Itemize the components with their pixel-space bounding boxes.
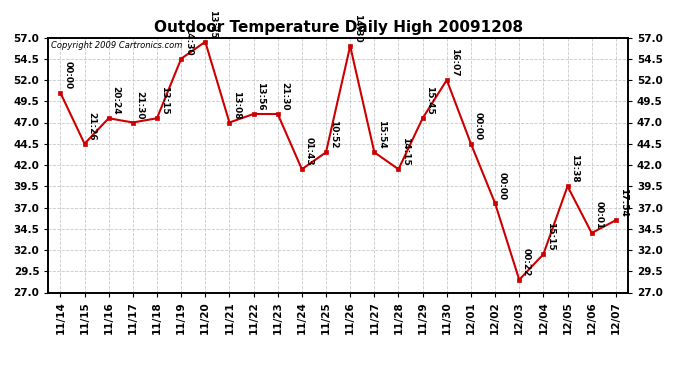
Text: 21:30: 21:30 (281, 82, 290, 111)
Text: 13:25: 13:25 (208, 10, 217, 38)
Text: 14:15: 14:15 (402, 137, 411, 166)
Text: 13:08: 13:08 (233, 91, 241, 119)
Text: 17:54: 17:54 (619, 188, 628, 217)
Title: Outdoor Temperature Daily High 20091208: Outdoor Temperature Daily High 20091208 (154, 20, 522, 35)
Text: 13:38: 13:38 (571, 154, 580, 183)
Text: 14:30: 14:30 (353, 14, 362, 43)
Text: 00:01: 00:01 (595, 201, 604, 229)
Text: 13:56: 13:56 (257, 82, 266, 111)
Text: 15:45: 15:45 (426, 86, 435, 115)
Text: 00:00: 00:00 (474, 112, 483, 140)
Text: 15:15: 15:15 (546, 222, 555, 251)
Text: 00:00: 00:00 (63, 61, 72, 89)
Text: 10:52: 10:52 (329, 120, 338, 149)
Text: 21:26: 21:26 (88, 112, 97, 140)
Text: 00:00: 00:00 (498, 172, 507, 200)
Text: 15:54: 15:54 (377, 120, 386, 149)
Text: 20:24: 20:24 (112, 86, 121, 115)
Text: 21:30: 21:30 (136, 91, 145, 119)
Text: 16:07: 16:07 (450, 48, 459, 76)
Text: 01:43: 01:43 (305, 137, 314, 166)
Text: 13:15: 13:15 (160, 86, 169, 115)
Text: 14:30: 14:30 (184, 27, 193, 56)
Text: 00:22: 00:22 (522, 248, 531, 276)
Text: Copyright 2009 Cartronics.com: Copyright 2009 Cartronics.com (51, 41, 183, 50)
